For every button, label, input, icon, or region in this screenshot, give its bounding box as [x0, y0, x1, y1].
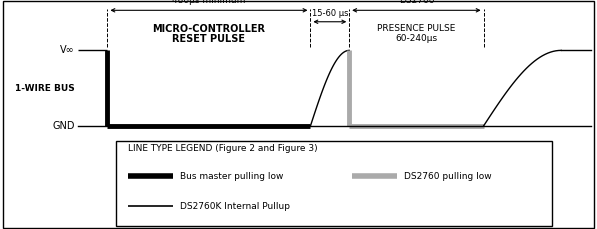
Text: 15-60 μs: 15-60 μs [312, 9, 348, 18]
Text: DS2760: DS2760 [399, 0, 434, 5]
Text: 1-WIRE BUS: 1-WIRE BUS [15, 84, 75, 93]
Text: DS2760 pulling low: DS2760 pulling low [404, 172, 492, 181]
Text: MICRO-CONTROLLER: MICRO-CONTROLLER [152, 24, 266, 34]
Text: LINE TYPE LEGEND (Figure 2 and Figure 3): LINE TYPE LEGEND (Figure 2 and Figure 3) [128, 144, 318, 153]
Text: 480μs minimum: 480μs minimum [173, 0, 245, 5]
Text: 60-240μs: 60-240μs [395, 34, 438, 44]
Text: Bus master pulling low: Bus master pulling low [180, 172, 284, 181]
Text: DS2760K Internal Pullup: DS2760K Internal Pullup [180, 202, 290, 211]
FancyBboxPatch shape [116, 141, 552, 226]
Text: GND: GND [52, 121, 75, 131]
Text: V∞: V∞ [60, 45, 75, 55]
Text: PRESENCE PULSE: PRESENCE PULSE [377, 24, 456, 33]
Text: RESET PULSE: RESET PULSE [173, 34, 245, 44]
